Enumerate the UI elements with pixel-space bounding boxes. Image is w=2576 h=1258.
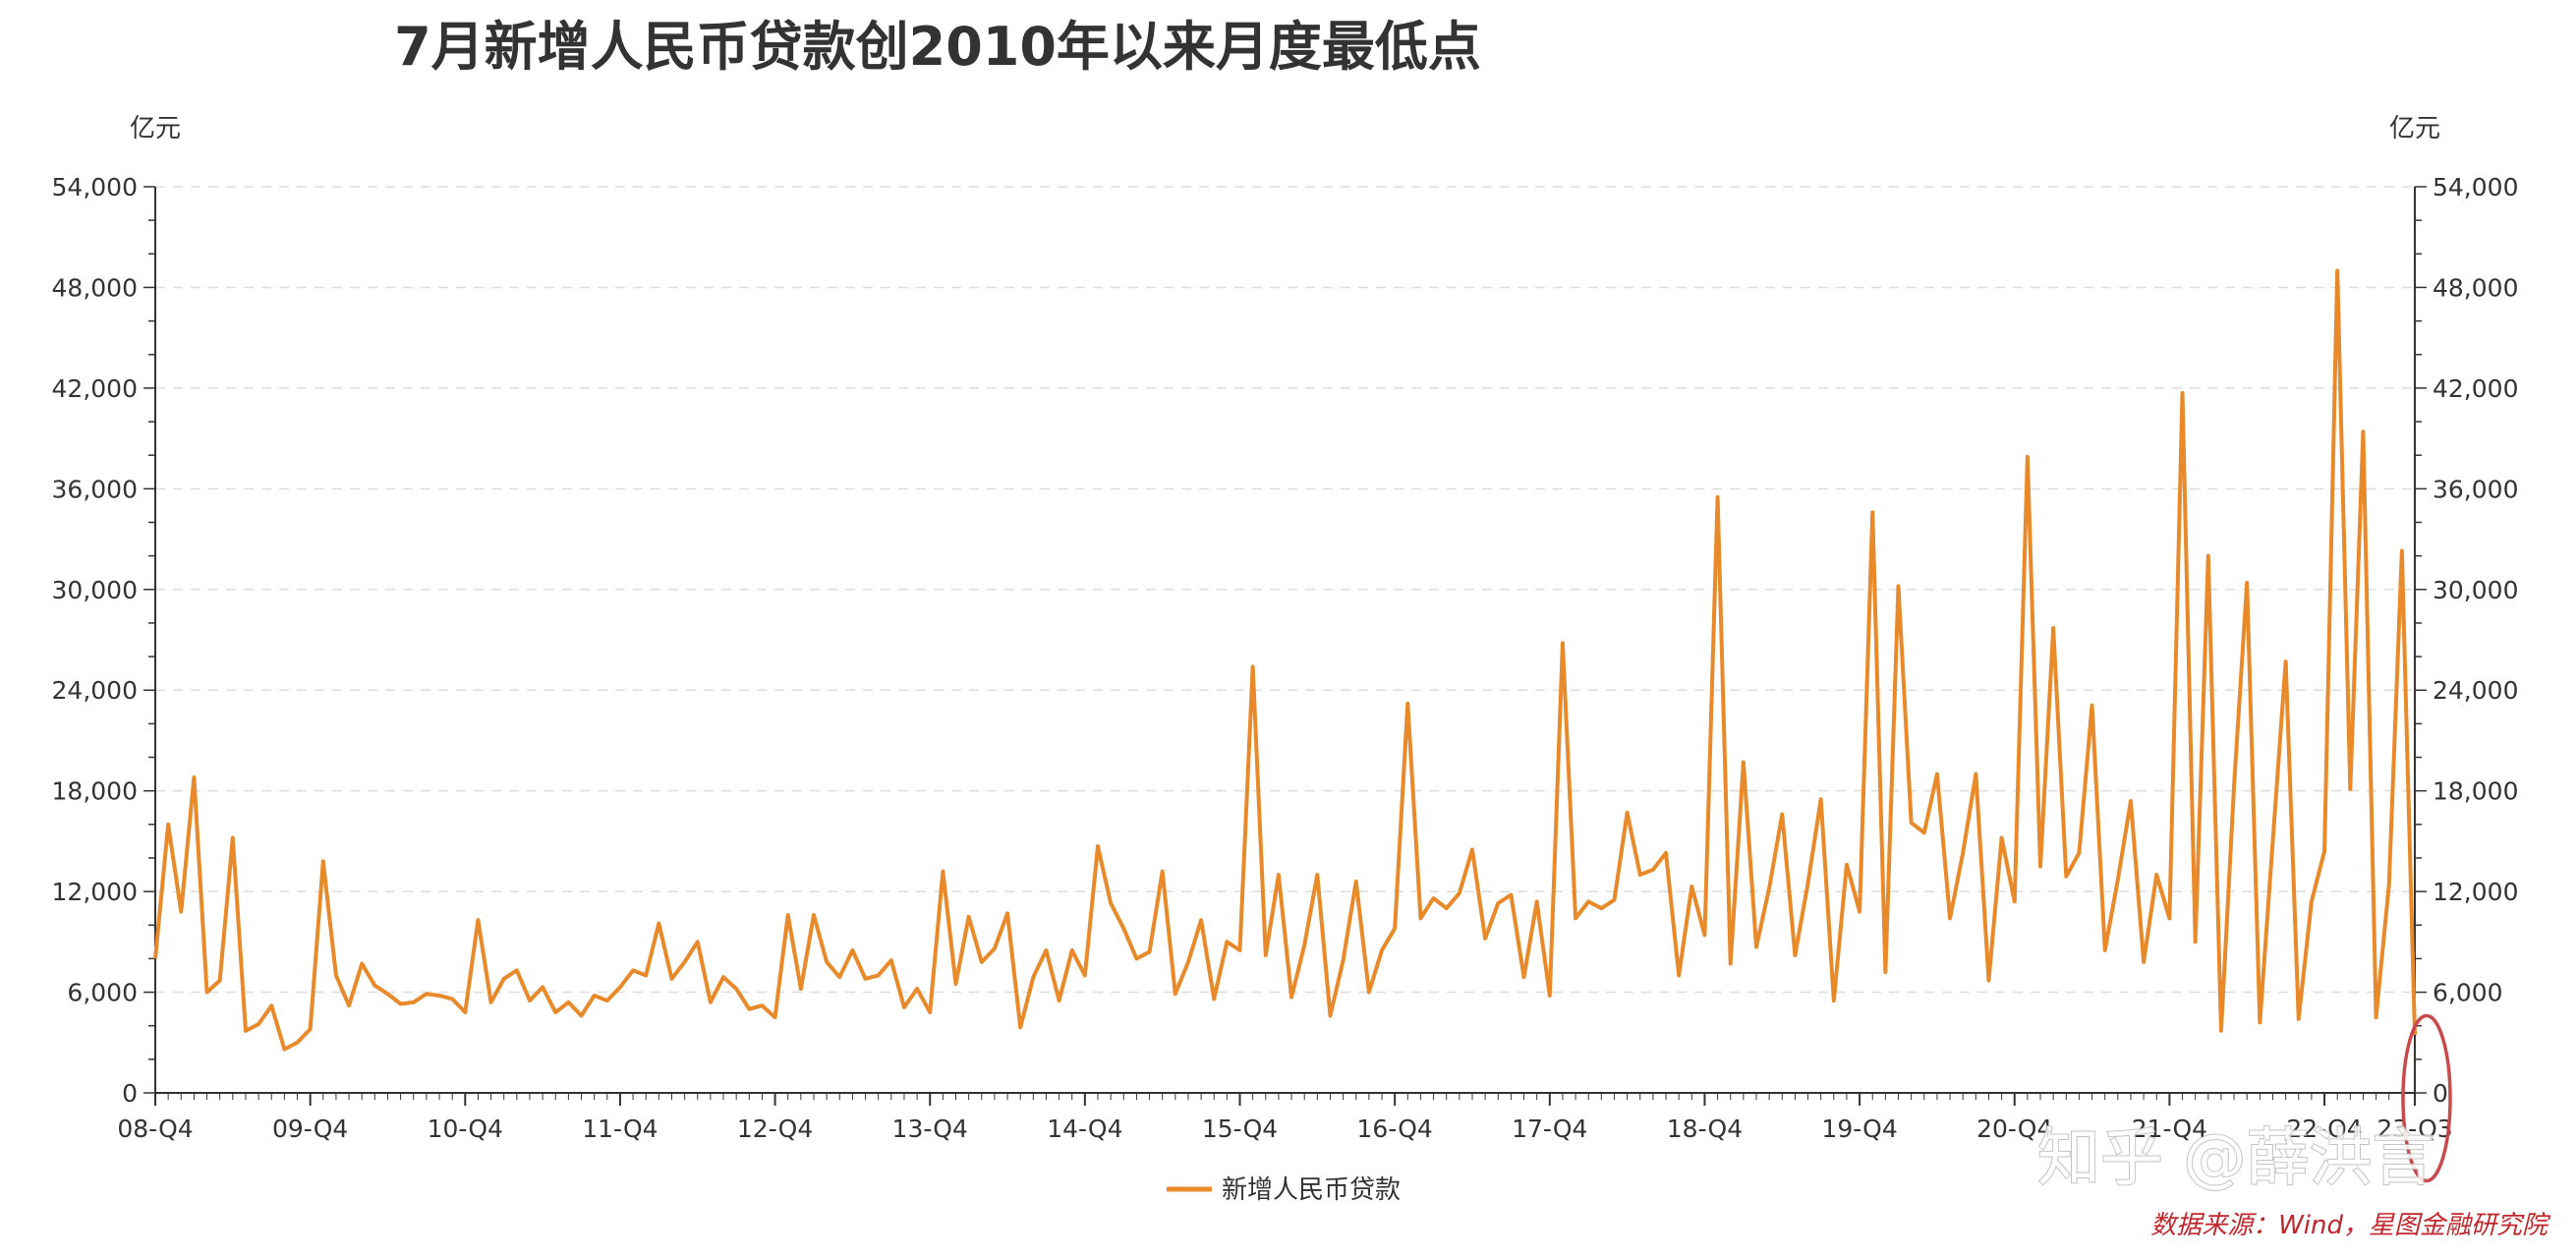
y-tick-label-right: 48,000 (2433, 273, 2518, 302)
y-tick-label-right: 6,000 (2433, 979, 2503, 1007)
legend-label: 新增人民币贷款 (1222, 1175, 1401, 1205)
left-axis-unit: 亿元 (130, 114, 181, 143)
x-tick-label: 22-Q4 (2286, 1115, 2362, 1143)
y-tick-label-left: 36,000 (52, 475, 138, 503)
right-axis-unit: 亿元 (2389, 114, 2440, 143)
y-tick-label-right: 0 (2433, 1079, 2448, 1108)
y-tick-label-left: 0 (122, 1079, 138, 1108)
x-tick-label: 23-Q3 (2376, 1115, 2452, 1143)
x-tick-label: 11-Q4 (582, 1115, 658, 1143)
y-tick-label-left: 18,000 (52, 777, 138, 806)
series-layer (153, 268, 2417, 1052)
x-tick-label: 14-Q4 (1047, 1115, 1122, 1143)
highlight-ellipse (2401, 1013, 2452, 1183)
x-tick-label: 09-Q4 (272, 1115, 348, 1143)
y-tick-label-right: 18,000 (2433, 777, 2518, 806)
y-tick-label-right: 24,000 (2433, 676, 2518, 705)
y-tick-label-left: 54,000 (52, 173, 138, 201)
watermark: 知乎 @薛洪言 (2037, 1122, 2434, 1195)
y-tick-label-left: 42,000 (52, 374, 138, 403)
x-tick-label: 15-Q4 (1202, 1115, 1278, 1143)
y-tick-label-right: 36,000 (2433, 475, 2518, 503)
y-tick-label-right: 12,000 (2433, 878, 2518, 906)
axes: 0 0 6,000 6,000 12,000 12,000 18,000 18,000 24,0… (52, 173, 2519, 1143)
y-tick-label-right: 42,000 (2433, 374, 2518, 403)
x-tick-label: 17-Q4 (1512, 1115, 1587, 1143)
y-tick-label-left: 48,000 (52, 273, 138, 302)
x-tick-label: 19-Q4 (1821, 1115, 1897, 1143)
y-tick-label-left: 24,000 (52, 676, 138, 705)
x-tick-label: 16-Q4 (1356, 1115, 1432, 1143)
x-tick-label: 18-Q4 (1667, 1115, 1743, 1143)
x-tick-label: 08-Q4 (117, 1115, 193, 1143)
x-tick-label: 13-Q4 (892, 1115, 968, 1143)
chart-title: 7月新增人民币贷款创2010年以来月度最低点 (394, 16, 1481, 78)
x-tick-label: 20-Q4 (1976, 1115, 2052, 1143)
series-line (153, 268, 2417, 1052)
y-tick-label-right: 54,000 (2433, 173, 2518, 201)
legend[interactable]: 新增人民币贷款 (1167, 1175, 1401, 1205)
x-tick-label: 21-Q4 (2132, 1115, 2207, 1143)
y-tick-label-right: 30,000 (2433, 576, 2518, 604)
x-tick-label: 10-Q4 (428, 1115, 503, 1143)
y-tick-label-left: 30,000 (52, 576, 138, 604)
annotation-layer (2401, 1013, 2452, 1183)
y-tick-label-left: 12,000 (52, 878, 138, 906)
y-tick-label-left: 6,000 (67, 979, 138, 1007)
gridlines (155, 186, 2415, 994)
x-tick-label: 12-Q4 (737, 1115, 813, 1143)
source-note: 数据来源：Wind，星图金融研究院 (2150, 1211, 2551, 1240)
